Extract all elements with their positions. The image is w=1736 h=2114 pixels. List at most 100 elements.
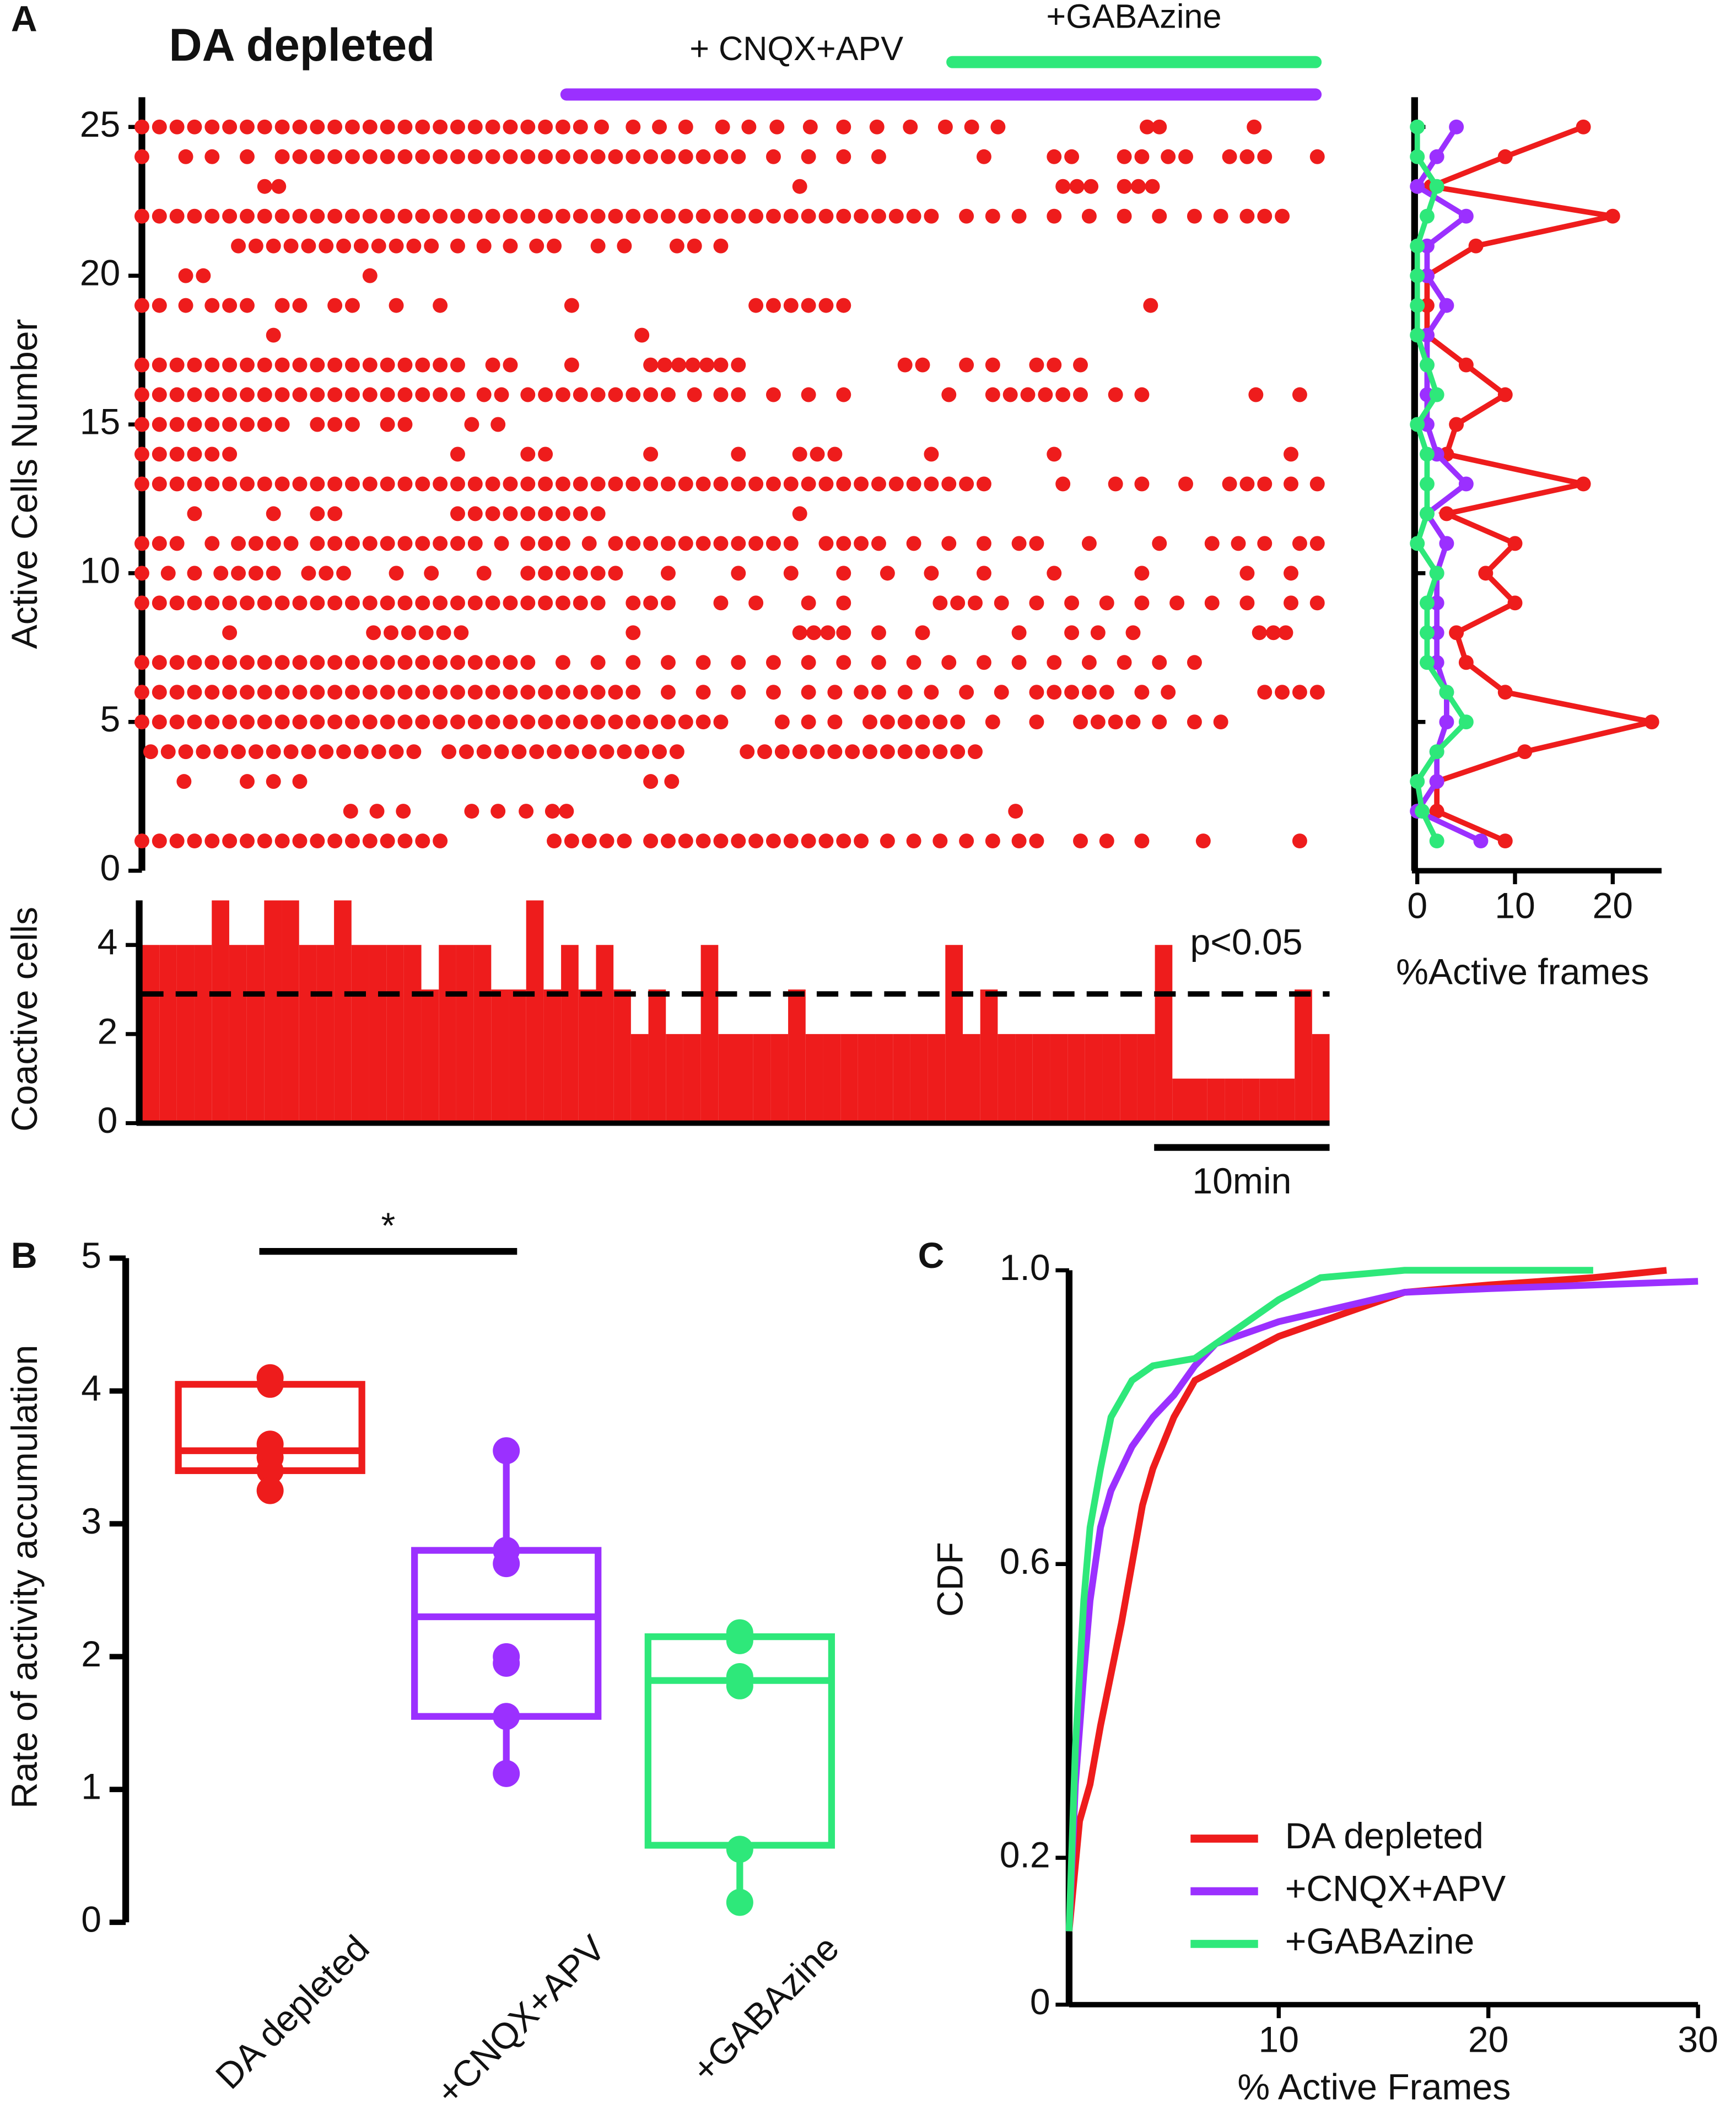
spike (959, 833, 974, 849)
spike (362, 357, 378, 373)
spike (1069, 179, 1085, 194)
point (1449, 119, 1464, 135)
spike (1195, 833, 1211, 849)
spike (626, 536, 641, 551)
spike (345, 536, 360, 551)
spike (178, 744, 193, 760)
spike (467, 208, 483, 224)
spike (467, 149, 483, 164)
spike (301, 744, 316, 760)
spike (485, 149, 500, 164)
spike (678, 714, 693, 730)
spike (213, 566, 229, 581)
spike (266, 506, 281, 521)
spike (187, 655, 202, 670)
bar (229, 945, 247, 1123)
spike (1029, 357, 1044, 373)
x-tick-label: 20 (1593, 886, 1633, 927)
spike (1055, 476, 1071, 492)
spike (1047, 655, 1062, 670)
point (256, 1370, 284, 1398)
spike (801, 298, 816, 313)
spike (1117, 149, 1132, 164)
spike (274, 387, 290, 402)
spike (222, 357, 238, 373)
spike (1152, 536, 1167, 551)
spike (503, 476, 518, 492)
spike (187, 119, 202, 135)
spike (160, 566, 176, 581)
spike (467, 685, 483, 700)
spike (257, 179, 272, 194)
spike (671, 357, 687, 373)
spike (204, 417, 220, 432)
spike (731, 149, 746, 164)
spike (240, 476, 255, 492)
spike (581, 536, 597, 551)
spike (573, 149, 588, 164)
spike (204, 833, 220, 849)
spike (476, 238, 492, 254)
spike (713, 208, 729, 224)
spike (765, 476, 781, 492)
bar (770, 1034, 789, 1123)
spike (396, 804, 411, 819)
spike (1275, 208, 1290, 224)
spike (1309, 536, 1325, 551)
spike (1257, 685, 1273, 700)
x-axis-label: %Active frames (1396, 952, 1649, 993)
spike (397, 685, 413, 700)
spike (713, 387, 729, 402)
point (1419, 208, 1435, 224)
spike (1011, 208, 1027, 224)
spike (802, 119, 818, 135)
spike (1309, 595, 1325, 611)
bar (963, 1034, 980, 1123)
point (726, 1836, 753, 1863)
spike (450, 387, 465, 402)
spike (643, 149, 659, 164)
spike (573, 476, 588, 492)
spike (494, 536, 509, 551)
spike (345, 149, 360, 164)
spike (511, 744, 527, 760)
bar (176, 945, 195, 1123)
spike (792, 179, 807, 194)
spike (467, 119, 483, 135)
spike (266, 774, 281, 789)
spike (976, 566, 991, 581)
spike (454, 625, 469, 641)
spike (380, 357, 395, 373)
spike (485, 685, 500, 700)
spike (854, 536, 869, 551)
spike (990, 119, 1006, 135)
x-tick-label: 10 (1259, 2020, 1300, 2061)
spike (152, 476, 167, 492)
spike (380, 208, 395, 224)
y-tick-label: 5 (100, 699, 121, 740)
spike (433, 298, 448, 313)
spike (1187, 208, 1202, 224)
bar (1050, 1034, 1068, 1123)
spike (976, 536, 991, 551)
spike (257, 417, 272, 432)
spike (503, 357, 518, 373)
spike (134, 357, 149, 373)
bar (753, 1034, 771, 1123)
spike (271, 179, 287, 194)
bar (1120, 1034, 1137, 1123)
spike (1081, 655, 1097, 670)
spike (467, 536, 483, 551)
point (1449, 625, 1464, 641)
bar (1277, 1078, 1295, 1123)
spike (1239, 208, 1255, 224)
spike (643, 476, 659, 492)
spike (1309, 685, 1325, 700)
spike (380, 476, 395, 492)
spike (353, 744, 369, 760)
spike (643, 208, 659, 224)
spike (292, 208, 308, 224)
spike (169, 833, 185, 849)
spike (424, 238, 439, 254)
spike (450, 149, 465, 164)
